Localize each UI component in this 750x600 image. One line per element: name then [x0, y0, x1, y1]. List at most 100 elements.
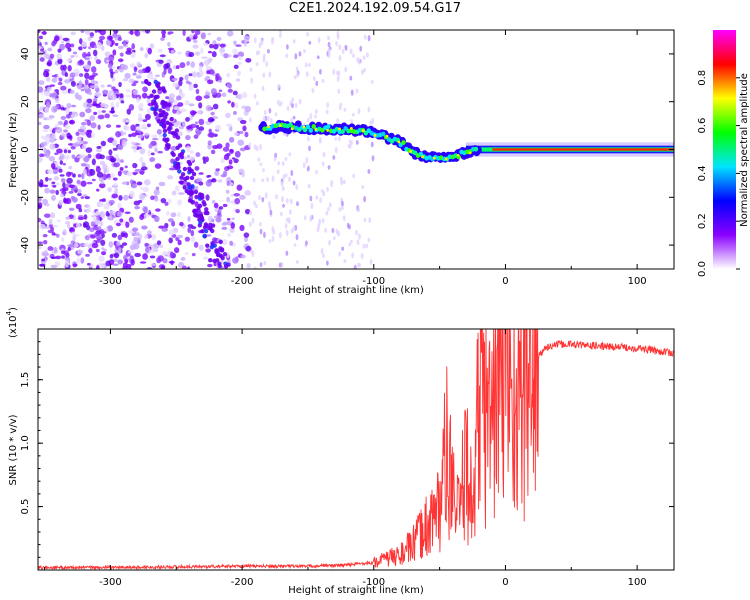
- heatmap-streak-cell: [150, 106, 155, 111]
- heatmap-noise-cell: [293, 243, 297, 247]
- heatmap-noise-cell: [161, 227, 168, 232]
- heatmap-noise-cell: [307, 63, 311, 67]
- heatmap-noise-cell: [317, 37, 321, 44]
- heatmap-noise-cell: [221, 238, 228, 246]
- heatmap-noise-cell: [147, 230, 152, 235]
- heatmap-noise-cell: [273, 156, 277, 162]
- heatmap-noise-cell: [101, 251, 107, 256]
- heatmap-streak-cell: [193, 189, 199, 195]
- heatmap-streak-cell: [193, 212, 198, 218]
- heatmap-noise-cell: [41, 30, 47, 36]
- heatmap-noise-cell: [78, 208, 83, 213]
- heatmap-noise-cell: [117, 259, 123, 265]
- ridge-cell: [311, 124, 316, 129]
- colorbar: 0.0 0.2 0.4 0.6 0.8 Normalized spectral ampl…: [697, 30, 750, 277]
- heatmap-noise-cell: [108, 149, 113, 156]
- heatmap-noise-cell: [255, 62, 259, 66]
- heatmap-noise-cell: [98, 183, 106, 189]
- heatmap-noise-cell: [124, 165, 128, 169]
- heatmap-noise-cell: [295, 234, 299, 241]
- heatmap-noise-cell: [213, 202, 219, 209]
- heatmap-noise-cell: [56, 53, 62, 60]
- heatmap-noise-cell: [133, 236, 139, 242]
- heatmap-noise-cell: [85, 253, 90, 257]
- heatmap-noise-cell: [99, 160, 105, 166]
- heatmap-noise-cell: [271, 37, 274, 45]
- heatmap-noise-cell: [81, 40, 88, 48]
- snr-scale-factor: (x104): [5, 307, 19, 338]
- ridge-cell: [366, 128, 371, 134]
- heatmap-streak-cell: [192, 208, 197, 214]
- heatmap-noise-cell: [196, 73, 202, 78]
- heatmap-noise-cell: [303, 215, 307, 221]
- heatmap-noise-cell: [142, 119, 148, 122]
- heatmap-noise-cell: [166, 210, 170, 216]
- spectrogram-y-tick-label: -20: [20, 189, 31, 205]
- heatmap-noise-cell: [70, 145, 76, 150]
- heatmap-noise-cell: [198, 118, 205, 126]
- heatmap-noise-cell: [360, 252, 364, 260]
- heatmap-noise-cell: [72, 235, 76, 242]
- heatmap-noise-cell: [360, 69, 364, 76]
- heatmap-noise-cell: [82, 221, 90, 228]
- heatmap-noise-cell: [94, 30, 98, 33]
- heatmap-noise-cell: [178, 125, 184, 130]
- heatmap-noise-cell: [294, 102, 298, 108]
- heatmap-noise-cell: [152, 137, 159, 141]
- heatmap-noise-cell: [125, 94, 131, 98]
- heatmap-noise-cell: [180, 256, 186, 261]
- heatmap-noise-cell: [155, 208, 161, 212]
- heatmap-noise-cell: [114, 36, 119, 41]
- heatmap-noise-cell: [63, 129, 68, 133]
- heatmap-noise-cell: [361, 184, 365, 189]
- heatmap-noise-cell: [47, 229, 54, 234]
- heatmap-noise-cell: [363, 67, 366, 73]
- heatmap-noise-cell: [94, 92, 102, 98]
- heatmap-streak-cell: [220, 255, 225, 261]
- heatmap-noise-cell: [51, 132, 56, 140]
- heatmap-noise-cell: [288, 208, 292, 215]
- heatmap-noise-cell: [177, 199, 183, 206]
- heatmap-noise-cell: [177, 102, 184, 107]
- ridge-peak: [314, 128, 318, 131]
- heatmap-noise-cell: [208, 132, 215, 138]
- heatmap-noise-cell: [79, 111, 86, 118]
- heatmap-noise-cell: [204, 77, 208, 82]
- heatmap-noise-cell: [192, 34, 198, 40]
- heatmap-noise-cell: [249, 67, 253, 72]
- heatmap-noise-cell: [217, 209, 222, 215]
- heatmap-noise-cell: [67, 246, 71, 252]
- heatmap-noise-cell: [240, 254, 246, 259]
- heatmap-streak-cell: [180, 172, 186, 177]
- heatmap-noise-cell: [172, 82, 179, 88]
- heatmap-noise-cell: [202, 156, 207, 161]
- heatmap-noise-cell: [177, 192, 185, 195]
- heatmap-streak-cell: [210, 241, 215, 246]
- heatmap-noise-cell: [102, 163, 108, 171]
- heatmap-noise-cell: [124, 258, 129, 264]
- heatmap-noise-cell: [117, 202, 122, 210]
- heatmap-noise-cell: [55, 189, 59, 196]
- heatmap-noise-cell: [141, 123, 147, 129]
- heatmap-noise-cell: [67, 244, 74, 247]
- heatmap-streak-cell: [162, 128, 168, 134]
- heatmap-noise-cell: [167, 31, 174, 35]
- heatmap-noise-cell: [84, 196, 91, 200]
- heatmap-noise-cell: [88, 91, 92, 96]
- heatmap-noise-cell: [157, 150, 163, 154]
- heatmap-noise-cell: [160, 37, 165, 41]
- heatmap-noise-cell: [327, 47, 331, 55]
- heatmap-noise-cell: [226, 259, 231, 264]
- heatmap-noise-cell: [68, 120, 74, 124]
- heatmap-noise-cell: [98, 177, 104, 182]
- heatmap-noise-cell: [81, 144, 87, 150]
- heatmap-noise-cell: [350, 89, 354, 96]
- heatmap-noise-cell: [128, 133, 133, 138]
- heatmap-streak-cell: [206, 225, 212, 231]
- heatmap-noise-cell: [231, 101, 235, 108]
- heatmap-noise-cell: [114, 187, 119, 195]
- heatmap-noise-cell: [180, 92, 186, 99]
- heatmap-noise-cell: [110, 71, 114, 79]
- heatmap-noise-cell: [221, 92, 227, 98]
- heatmap-noise-cell: [338, 207, 342, 212]
